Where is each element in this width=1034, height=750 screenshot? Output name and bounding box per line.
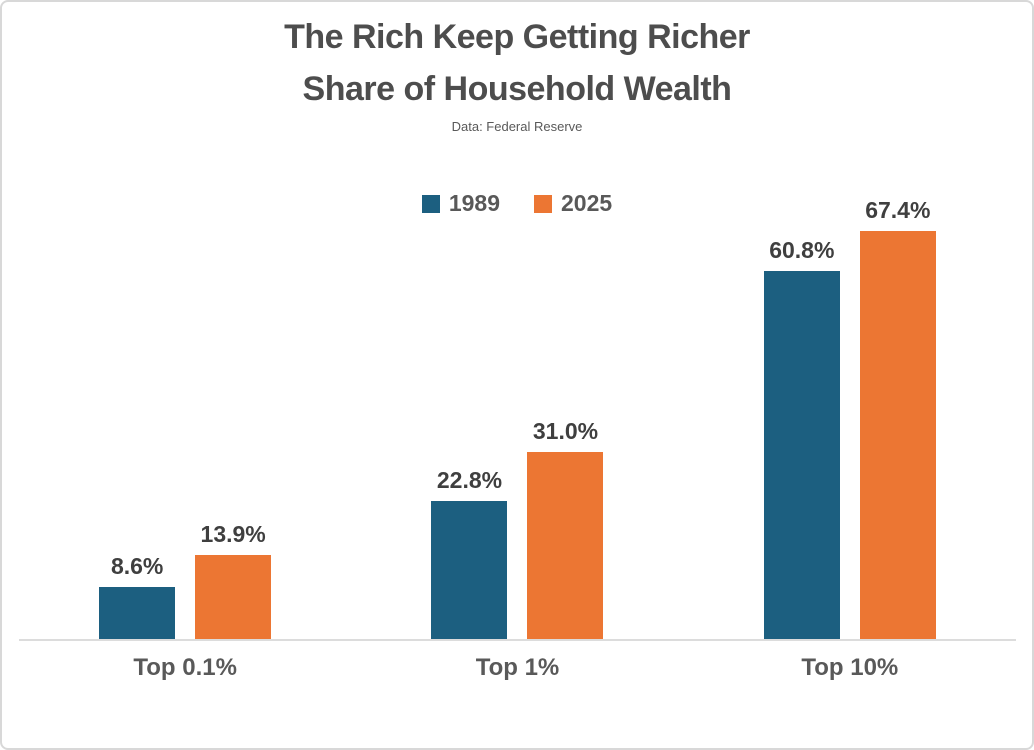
bar-1989-top-10- [763, 271, 840, 639]
bar-value-label: 60.8% [769, 237, 835, 264]
bar-value-label: 8.6% [110, 553, 164, 579]
legend-item-2025: 2025 [534, 190, 612, 217]
bar-value-label: 13.9% [200, 520, 266, 547]
bar-wrap: 31.0% [527, 417, 604, 639]
bar-group-top-0.1-: 8.6% 13.9% [19, 521, 351, 639]
bar-wrap: 8.6% [99, 553, 176, 639]
category-label-top-1-: Top 1% [475, 654, 560, 681]
bar-wrap: 22.8% [431, 467, 508, 639]
legend: 1989 2025 [2, 190, 1032, 217]
bar-2025-top-10- [859, 231, 936, 639]
chart-title: The Rich Keep Getting Richer [284, 18, 750, 56]
bar-2025-top-1- [527, 451, 604, 639]
bar-value-label: 67.4% [865, 197, 931, 224]
chart-subtitle: Share of Household Wealth [302, 70, 732, 108]
bar-1989-top-0.1- [99, 587, 176, 639]
legend-label-2025: 2025 [561, 190, 613, 216]
bar-1989-top-1- [431, 501, 508, 639]
legend-swatch-2025-icon [534, 194, 552, 213]
legend-swatch-1989-icon [421, 194, 440, 213]
bar-wrap: 60.8% [763, 237, 840, 639]
bar-group-top-10-: 60.8% 67.4% [684, 197, 1016, 639]
bar-wrap: 13.9% [195, 520, 272, 639]
bar-value-label: 31.0% [532, 417, 599, 444]
category-label-top-10-: Top 10% [801, 654, 899, 681]
source-note: Data: Federal Reserve [451, 119, 583, 134]
bar-value-label: 22.8% [436, 467, 503, 494]
bar-group-top-1-: 22.8% 31.0% [351, 417, 683, 639]
bar-2025-top-0.1- [195, 554, 272, 639]
bar-wrap: 67.4% [859, 197, 936, 639]
category-labels: Top 0.1% Top 1% Top 10% [19, 654, 1016, 682]
legend-label-1989: 1989 [448, 190, 500, 216]
category-label-top-0.1-: Top 0.1% [133, 654, 237, 681]
legend-item-1989: 1989 [421, 190, 500, 217]
plot-area: 8.6% 13.9% 22.8% 31.0% 60.8% 67.4% [19, 197, 1016, 641]
